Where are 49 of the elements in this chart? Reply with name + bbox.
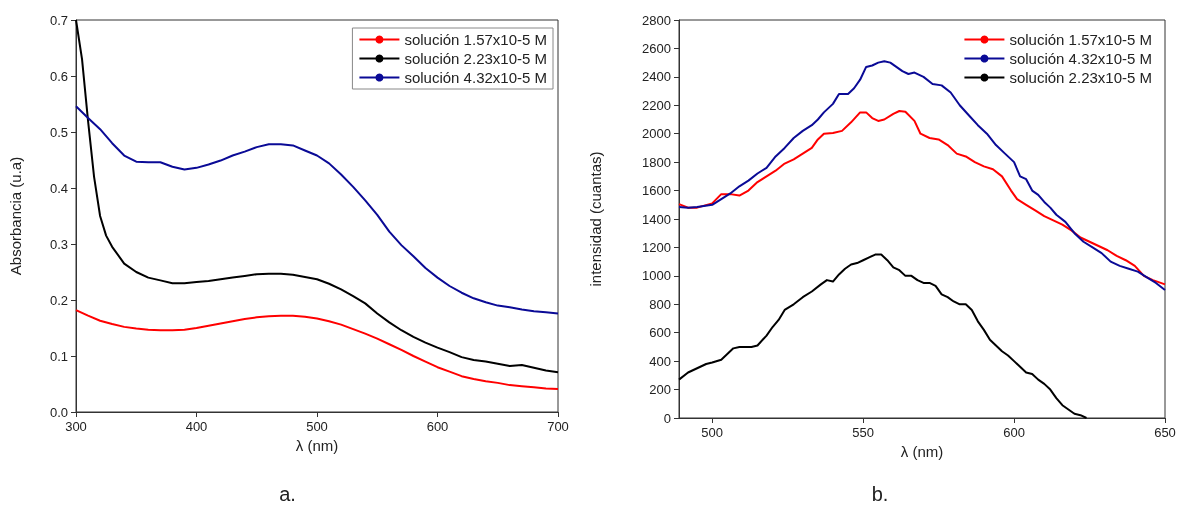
y-tick-label: 1000: [642, 268, 671, 284]
legend-label: solución 2.23x10-5 M: [404, 50, 548, 67]
line-series: [75, 19, 559, 374]
line-series: [678, 253, 1088, 419]
y-tick-label: 0.5: [49, 124, 68, 140]
line-series: [75, 309, 559, 391]
x-tick-label: 600: [1003, 425, 1025, 440]
y-tick-label: 2600: [642, 40, 671, 56]
y-tick-label: 1400: [642, 211, 671, 227]
y-axis-title: intensidad (cuantas): [587, 151, 604, 287]
x-tick-label: 650: [1154, 425, 1176, 440]
y-tick-label: 600: [649, 325, 671, 341]
y-tick-label: 2000: [642, 126, 671, 142]
y-tick-label: 2200: [642, 97, 671, 113]
x-tick-label: 550: [852, 425, 874, 440]
x-tick-label: 300: [65, 419, 87, 434]
y-tick-label: 400: [649, 353, 671, 369]
y-tick-label: 800: [649, 296, 671, 312]
x-tick-label: 400: [185, 419, 208, 434]
x-axis-title: λ (nm): [900, 442, 944, 460]
y-tick-label: 0.2: [49, 292, 68, 308]
x-tick-label: 700: [547, 419, 569, 434]
y-tick-label: 1800: [642, 154, 671, 170]
y-tick-label: 1600: [642, 183, 671, 199]
text: a.: [279, 483, 296, 505]
legend-label: solución 4.32x10-5 M: [1009, 50, 1153, 67]
y-tick-label: 0: [663, 410, 671, 426]
y-axis-title: Absorbancia (u.a): [7, 156, 24, 276]
y-tick-label: 0.1: [49, 348, 68, 364]
x-axis-title: λ (nm): [295, 436, 339, 454]
line-series: [75, 105, 559, 315]
y-tick-label: 2800: [642, 12, 671, 28]
legend-label: solución 1.57x10-5 M: [404, 31, 548, 48]
legend-label: solución 4.32x10-5 M: [404, 69, 548, 86]
y-tick-label: 0.3: [49, 236, 68, 252]
text: b.: [871, 483, 889, 505]
y-tick-label: 1200: [642, 239, 671, 255]
y-tick-label: 0.4: [49, 180, 68, 196]
y-tick-label: 0.6: [49, 68, 68, 84]
legend-label: solución 1.57x10-5 M: [1009, 31, 1153, 48]
x-tick-label: 500: [306, 419, 328, 434]
legend-label: solución 2.23x10-5 M: [1009, 69, 1153, 86]
x-tick-label: 600: [426, 419, 449, 434]
line-series: [678, 109, 1166, 286]
y-tick-label: 2400: [642, 69, 671, 85]
y-tick-label: 0.0: [49, 404, 68, 420]
x-tick-label: 500: [701, 425, 724, 440]
y-tick-label: 0.7: [49, 12, 68, 28]
y-tick-label: 200: [649, 382, 671, 398]
